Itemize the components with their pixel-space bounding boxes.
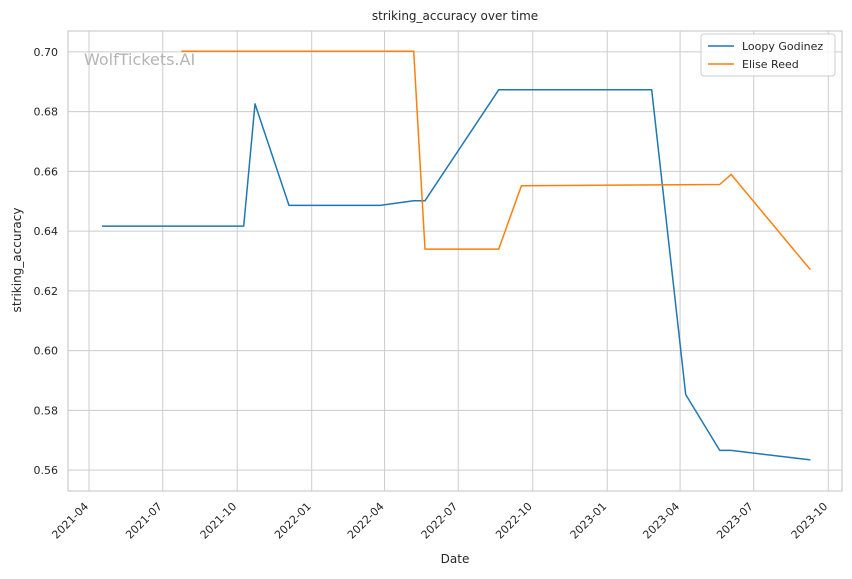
y-tick-label: 0.60 [34,345,59,358]
y-tick-labels: 0.56 0.58 0.60 0.62 0.64 0.66 0.68 0.70 [34,46,59,477]
series-line-1 [102,89,811,461]
x-tick-label: 2022-01 [272,500,314,542]
y-tick-label: 0.58 [34,404,59,417]
legend-label: Loopy Godinez [742,40,823,53]
y-tick-label: 0.64 [34,225,59,238]
watermark: WolfTickets.AI [84,50,195,69]
plot-border [67,30,843,492]
series-line-2 [181,50,811,271]
y-tick-label: 0.70 [34,46,59,59]
x-tick-labels: 2021-04 2021-07 2021-10 2022-01 2022-04 2022-… [49,500,830,542]
chart-title: striking_accuracy over time [372,9,538,23]
y-tick-label: 0.66 [34,165,59,178]
x-tick-label: 2022-04 [345,500,387,542]
series [102,50,811,461]
x-tick-label: 2023-07 [714,500,756,542]
x-tick-label: 2022-07 [419,500,461,542]
y-tick-label: 0.56 [34,464,59,477]
y-tick-label: 0.62 [34,285,59,298]
plot-frame [67,30,843,492]
x-tick-label: 2023-01 [568,500,610,542]
y-axis-label: striking_accuracy [10,208,24,313]
legend-label: Elise Reed [742,58,799,71]
y-tick-label: 0.68 [34,106,59,119]
grid [68,31,842,491]
x-tick-label: 2022-10 [493,500,535,542]
x-tick-label: 2021-04 [49,500,91,542]
legend: Loopy Godinez Elise Reed [700,33,836,77]
legend-box [700,33,836,77]
x-tick-label: 2023-10 [789,500,831,542]
x-tick-label: 2021-10 [198,500,240,542]
x-tick-label: 2023-04 [640,500,682,542]
x-tick-label: 2021-07 [123,500,165,542]
x-axis-label: Date [441,552,470,566]
